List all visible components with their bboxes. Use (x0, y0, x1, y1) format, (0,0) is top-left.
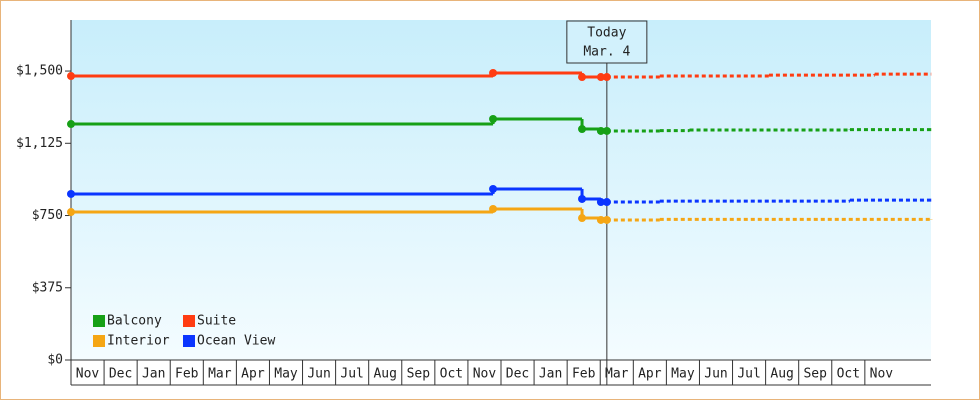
point (602, 198, 611, 207)
x-tick-label: May (671, 367, 695, 382)
x-tick-label: Feb (175, 367, 199, 382)
point (489, 115, 498, 124)
x-tick-label: May (274, 367, 298, 382)
point (67, 189, 75, 198)
x-tick-label: Dec (109, 367, 132, 382)
point (67, 208, 75, 217)
y-tick-label: $1,500 (16, 64, 63, 79)
x-tick-label: Apr (638, 367, 662, 382)
x-tick-label: Jul (737, 367, 760, 382)
x-tick-label: Jan (142, 367, 165, 382)
y-tick-label: $0 (47, 353, 63, 368)
point (67, 120, 75, 129)
legend-swatch (93, 315, 105, 327)
point (578, 194, 587, 203)
today-box (566, 20, 648, 64)
today-date: Mar. 4 (583, 45, 630, 60)
x-tick-label: Jul (340, 367, 363, 382)
y-tick-label: $375 (32, 280, 63, 295)
point (596, 73, 605, 82)
x-tick-label: Mar (605, 367, 629, 382)
point (596, 126, 605, 135)
legend-label: Ocean View (197, 334, 275, 349)
x-tick-label: Sep (407, 367, 431, 382)
y-tick-label: $1,125 (16, 136, 63, 151)
x-tick-label: Jan (539, 367, 562, 382)
x-tick-label: Nov (76, 367, 100, 382)
today-label: Today (587, 26, 626, 41)
point (578, 125, 587, 134)
point (578, 214, 587, 223)
point (602, 73, 611, 82)
legend-swatch (93, 335, 105, 347)
x-tick-label: Aug (373, 367, 396, 382)
point (578, 73, 587, 82)
x-tick-label: Nov (870, 367, 894, 382)
point (596, 198, 605, 207)
point (67, 72, 75, 81)
legend-label: Interior (107, 334, 170, 349)
point (596, 215, 605, 224)
x-tick-label: Aug (770, 367, 793, 382)
x-tick-label: Mar (208, 367, 232, 382)
legend-label: Balcony (107, 314, 162, 329)
legend-label: Suite (197, 314, 236, 329)
point (489, 204, 498, 213)
x-tick-label: Jun (704, 367, 727, 382)
point (602, 126, 611, 135)
point (489, 68, 498, 77)
y-tick-label: $750 (32, 208, 63, 223)
x-tick-label: Sep (803, 367, 827, 382)
point (489, 184, 498, 193)
legend-swatch (183, 335, 195, 347)
x-tick-label: Dec (506, 367, 529, 382)
x-tick-label: Feb (572, 367, 596, 382)
point (602, 215, 611, 224)
x-tick-label: Oct (837, 367, 860, 382)
x-tick-label: Apr (241, 367, 265, 382)
x-tick-label: Jun (307, 367, 330, 382)
x-tick-label: Nov (473, 367, 497, 382)
x-tick-label: Oct (440, 367, 463, 382)
legend-swatch (183, 315, 195, 327)
